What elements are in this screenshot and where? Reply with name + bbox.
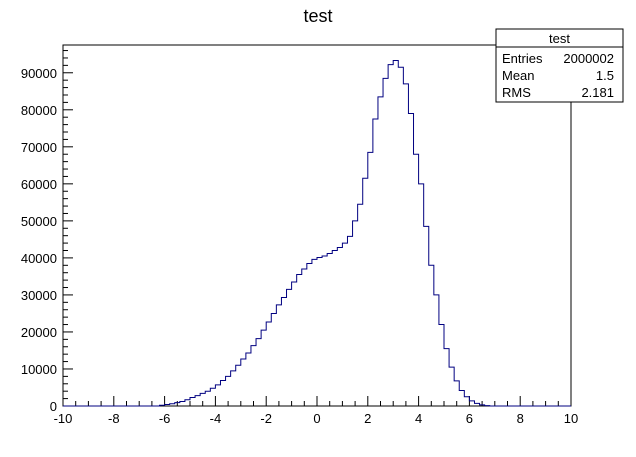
histogram-bin <box>180 402 185 406</box>
histogram-bin <box>241 359 246 406</box>
x-tick-label: 0 <box>313 411 320 426</box>
x-tick-label: -8 <box>108 411 120 426</box>
x-tick-label: 4 <box>415 411 422 426</box>
histogram-bin <box>317 258 322 406</box>
histogram-bin <box>215 385 220 406</box>
histogram-bin <box>464 397 469 406</box>
histogram-bin <box>226 376 231 406</box>
histogram-bin <box>342 243 347 406</box>
histogram-bin <box>165 405 170 406</box>
histogram-bin <box>205 391 210 406</box>
histogram-bin <box>170 404 175 406</box>
histogram-bin <box>383 78 388 406</box>
y-tick-label: 20000 <box>21 325 57 340</box>
x-tick-label: 10 <box>564 411 578 426</box>
histogram-bin <box>332 250 337 406</box>
histogram-bin <box>266 322 271 406</box>
histogram-bin <box>200 393 205 406</box>
histogram-bin <box>190 397 195 406</box>
histogram-bin <box>297 275 302 406</box>
y-tick-label: 40000 <box>21 251 57 266</box>
histogram-bin <box>220 380 225 406</box>
histogram-bin <box>474 403 479 406</box>
stats-entries-label: Entries <box>502 51 543 66</box>
histogram-bin <box>276 305 281 406</box>
histogram-bin <box>195 396 200 406</box>
histogram-bin <box>358 204 363 406</box>
stats-mean-label: Mean <box>502 68 535 83</box>
histogram-bin <box>388 65 393 406</box>
histogram-bin <box>261 330 266 406</box>
y-tick-label: 90000 <box>21 66 57 81</box>
histogram-bin <box>444 349 449 406</box>
histogram-bin <box>256 339 261 406</box>
histogram-bin <box>469 401 474 406</box>
x-tick-label: -6 <box>159 411 171 426</box>
x-tick-label: 2 <box>364 411 371 426</box>
histogram-bin <box>424 226 429 406</box>
histogram-bin <box>414 154 419 406</box>
histogram-bins <box>160 61 490 406</box>
stats-rms-label: RMS <box>502 85 531 100</box>
histogram-bin <box>353 221 358 406</box>
histogram-bin <box>312 259 317 406</box>
histogram-bin <box>459 390 464 406</box>
histogram-bin <box>347 236 352 406</box>
y-tick-label: 30000 <box>21 288 57 303</box>
histogram-bin <box>160 405 165 406</box>
histogram-bin <box>439 325 444 406</box>
histogram-bin <box>337 248 342 406</box>
y-tick-label: 60000 <box>21 177 57 192</box>
stats-mean-value: 1.5 <box>596 68 614 83</box>
histogram-bin <box>307 263 312 406</box>
histogram-bin <box>271 313 276 406</box>
histogram-bin <box>408 113 413 406</box>
histogram-bin <box>419 184 424 406</box>
histogram-bin <box>363 178 368 406</box>
y-tick-label: 50000 <box>21 214 57 229</box>
histogram-bin <box>378 97 383 406</box>
histogram-bin <box>403 84 408 406</box>
y-tick-label: 70000 <box>21 140 57 155</box>
histogram-bin <box>175 403 180 406</box>
y-tick-label: 10000 <box>21 362 57 377</box>
histogram-bin <box>327 253 332 406</box>
histogram-bin <box>287 289 292 406</box>
x-tick-label: 6 <box>466 411 473 426</box>
histogram-bin <box>281 298 286 406</box>
histogram-bin <box>302 269 307 406</box>
y-tick-label: 0 <box>50 399 57 414</box>
chart-title: test <box>303 6 332 26</box>
y-tick-label: 80000 <box>21 103 57 118</box>
stats-box-title: test <box>549 31 570 46</box>
histogram-bin <box>393 61 398 406</box>
histogram-bin <box>185 400 190 406</box>
histogram-bin <box>292 282 297 406</box>
stats-box: test Entries 2000002 Mean 1.5 RMS 2.181 <box>496 29 623 102</box>
histogram-bin <box>434 295 439 406</box>
x-tick-label: 8 <box>517 411 524 426</box>
x-tick-label: -4 <box>210 411 222 426</box>
histogram-bin <box>210 388 215 406</box>
histogram-bin <box>251 346 256 406</box>
x-tick-label: -2 <box>260 411 272 426</box>
histogram-bin <box>236 365 241 406</box>
histogram-bin <box>454 381 459 406</box>
histogram-bin <box>429 265 434 406</box>
histogram-bin <box>322 256 327 406</box>
histogram-bin <box>449 367 454 406</box>
histogram-bin <box>368 152 373 406</box>
histogram-bin <box>373 119 378 406</box>
stats-rms-value: 2.181 <box>581 85 614 100</box>
histogram-bin <box>231 371 236 406</box>
stats-entries-value: 2000002 <box>563 51 614 66</box>
histogram-bin <box>246 353 251 406</box>
histogram-bin <box>398 67 403 406</box>
histogram-bin <box>480 405 485 406</box>
